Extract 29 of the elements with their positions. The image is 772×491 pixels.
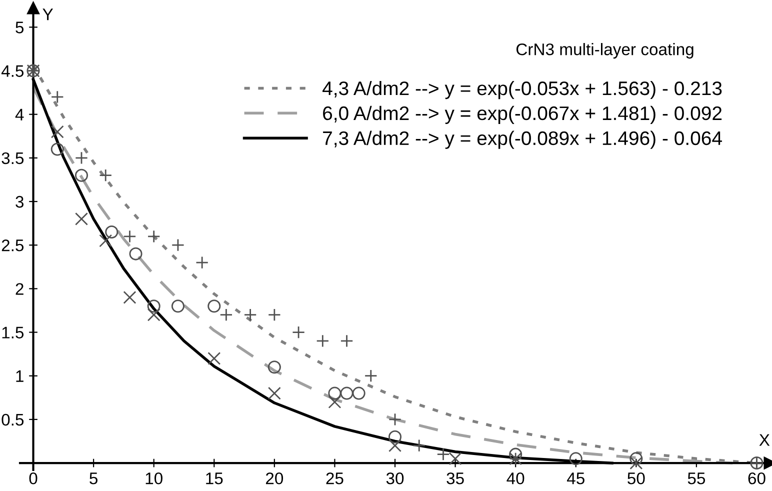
- y-axis-title: Y: [42, 8, 54, 20]
- legend-label: 4,3 A/dm2 --> y = exp(-0.053x + 1.563) - 0.213: [322, 80, 722, 100]
- x-tick-label: 50: [628, 472, 645, 484]
- x-tick-label: 5: [90, 472, 98, 484]
- x-tick-label: 25: [326, 472, 344, 484]
- y-tick-label: 5: [16, 22, 24, 34]
- y-tick-label: 1: [16, 370, 24, 382]
- y-tick-label: 2.5: [2, 240, 24, 252]
- y-tick-label: 3.5: [2, 152, 24, 164]
- x-tick-label: 20: [266, 472, 284, 484]
- y-tick-label: 1.5: [2, 326, 24, 338]
- y-tick-label: 4.5: [1, 65, 24, 77]
- x-tick-label: 35: [446, 472, 464, 484]
- x-tick-label: 10: [146, 472, 162, 484]
- x-tick-label: 40: [506, 472, 524, 484]
- x-tick-label: 55: [688, 472, 706, 484]
- y-tick-label: 4: [15, 108, 24, 120]
- x-axis-title: X: [759, 434, 770, 446]
- y-tick-label: 2: [16, 283, 24, 295]
- x-tick-label: 0: [29, 472, 38, 484]
- legend-label: 7,3 A/dm2 --> y = exp(-0.089x + 1.496) - 0.064: [323, 130, 722, 149]
- y-tick-label: 0.5: [2, 414, 24, 426]
- y-tick-label: 3: [16, 196, 24, 208]
- x-tick-label: 60: [748, 472, 766, 484]
- x-tick-label: 30: [386, 472, 404, 484]
- x-tick-label: 45: [566, 472, 584, 484]
- text: CrN3 multi-layer coating: [516, 43, 694, 59]
- legend-label: 6,0 A/dm2 --> y = exp(-0.067x + 1.481) - 0.092: [323, 106, 722, 124]
- x-tick-label: 15: [206, 472, 223, 484]
